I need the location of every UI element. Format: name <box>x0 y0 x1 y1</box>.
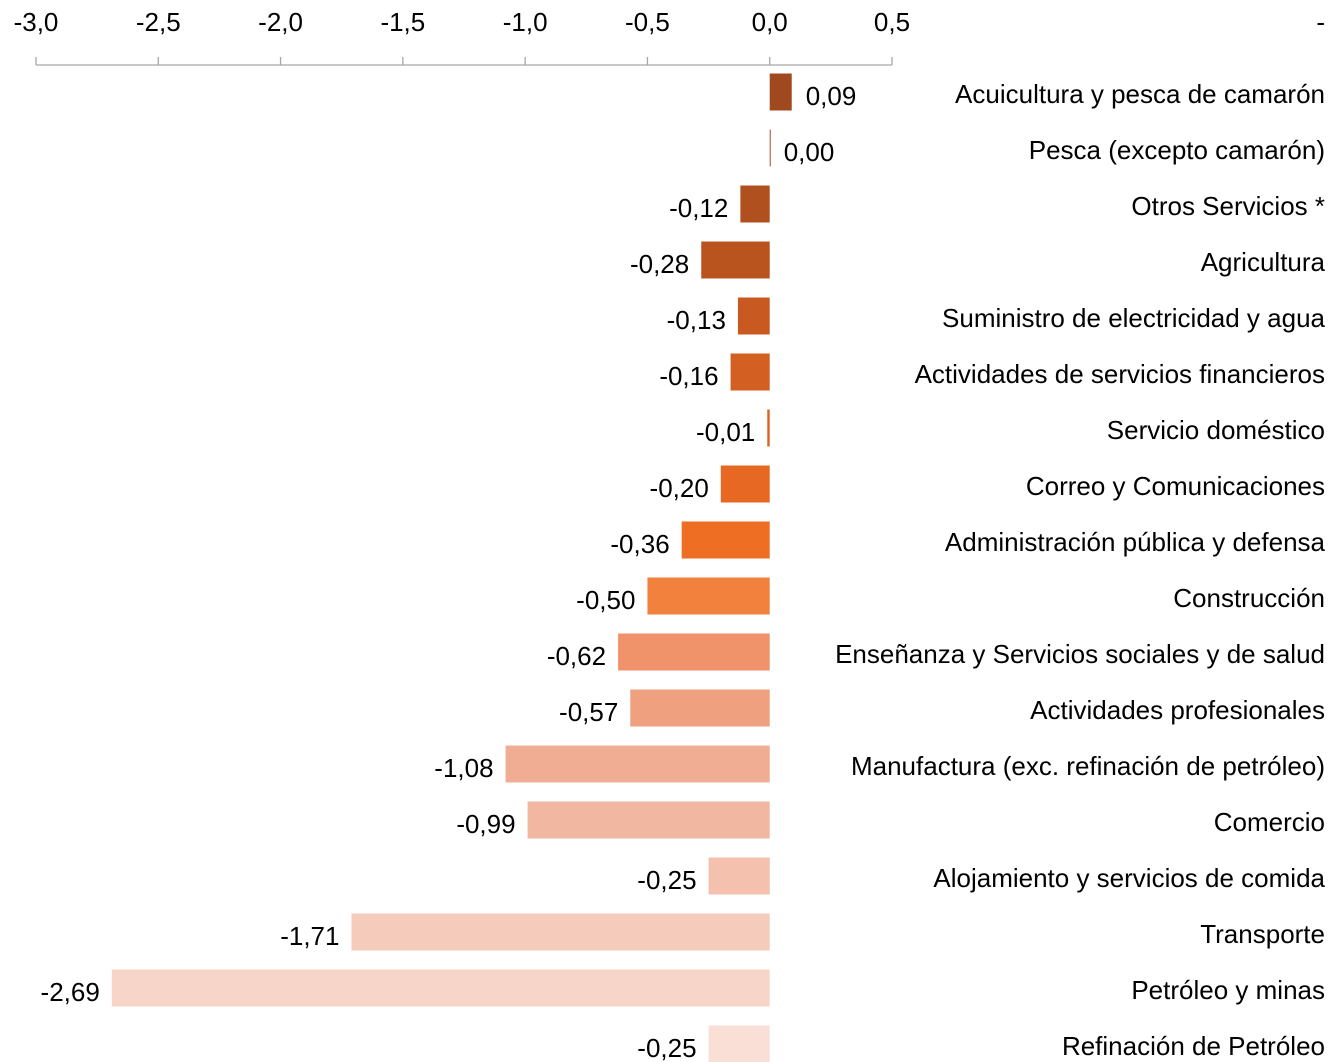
category-label: Manufactura (exc. refinación de petróleo… <box>851 751 1325 781</box>
value-label: -0,25 <box>637 1033 696 1062</box>
value-label: -1,08 <box>434 753 493 783</box>
bar <box>505 745 770 783</box>
bar <box>618 633 770 671</box>
value-label: 0,09 <box>806 81 857 111</box>
category-label: Petróleo y minas <box>1131 975 1325 1005</box>
x-tick-label: -1,0 <box>503 7 548 37</box>
value-label: -0,99 <box>456 809 515 839</box>
x-tick-label: -2,5 <box>136 7 181 37</box>
value-label: -2,69 <box>41 977 100 1007</box>
x-tick-label: 0,5 <box>874 7 910 37</box>
value-label: -0,13 <box>667 305 726 335</box>
bar <box>630 689 770 727</box>
value-label: -1,71 <box>280 921 339 951</box>
x-tick-label: -2,0 <box>258 7 303 37</box>
x-tick-label: 0,0 <box>752 7 788 37</box>
bar <box>701 241 770 279</box>
category-label: Comercio <box>1214 807 1325 837</box>
bar <box>767 409 770 447</box>
value-label: -0,20 <box>650 473 709 503</box>
x-tick-label: -1,5 <box>380 7 425 37</box>
category-label: Servicio doméstico <box>1107 415 1325 445</box>
bar <box>647 577 770 615</box>
x-tick-label: -3,0 <box>14 7 59 37</box>
bar <box>708 857 770 895</box>
category-label: Agricultura <box>1201 247 1326 277</box>
bar <box>769 129 771 167</box>
category-label: Correo y Comunicaciones <box>1026 471 1325 501</box>
value-label: -0,28 <box>630 249 689 279</box>
category-label: Suministro de electricidad y agua <box>942 303 1326 333</box>
bar <box>720 465 770 503</box>
category-label: Actividades profesionales <box>1030 695 1325 725</box>
bar <box>769 73 792 111</box>
value-label: -0,01 <box>696 417 755 447</box>
bar <box>111 969 770 1007</box>
value-label: 0,00 <box>784 137 835 167</box>
bar <box>527 801 770 839</box>
bar <box>740 185 770 223</box>
bar <box>351 913 770 951</box>
category-label: Transporte <box>1200 919 1325 949</box>
category-label: Enseñanza y Servicios sociales y de salu… <box>835 639 1325 669</box>
value-label: -0,12 <box>669 193 728 223</box>
value-label: -0,25 <box>637 865 696 895</box>
category-label: Alojamiento y servicios de comida <box>933 863 1325 893</box>
category-label: Acuicultura y pesca de camarón <box>955 79 1325 109</box>
annotation: - <box>1316 7 1325 37</box>
category-label: Refinación de Petróleo <box>1062 1031 1325 1061</box>
bar <box>730 353 770 391</box>
bar <box>737 297 770 335</box>
category-label: Otros Servicios * <box>1131 191 1325 221</box>
x-tick-label: -0,5 <box>625 7 670 37</box>
category-label: Construcción <box>1173 583 1325 613</box>
value-label: -0,36 <box>610 529 669 559</box>
category-label: Actividades de servicios financieros <box>915 359 1325 389</box>
value-label: -0,62 <box>547 641 606 671</box>
bar <box>681 521 770 559</box>
category-label: Administración pública y defensa <box>945 527 1326 557</box>
bar <box>708 1025 770 1062</box>
value-label: -0,16 <box>659 361 718 391</box>
value-label: -0,50 <box>576 585 635 615</box>
category-label: Pesca (excepto camarón) <box>1029 135 1325 165</box>
value-label: -0,57 <box>559 697 618 727</box>
